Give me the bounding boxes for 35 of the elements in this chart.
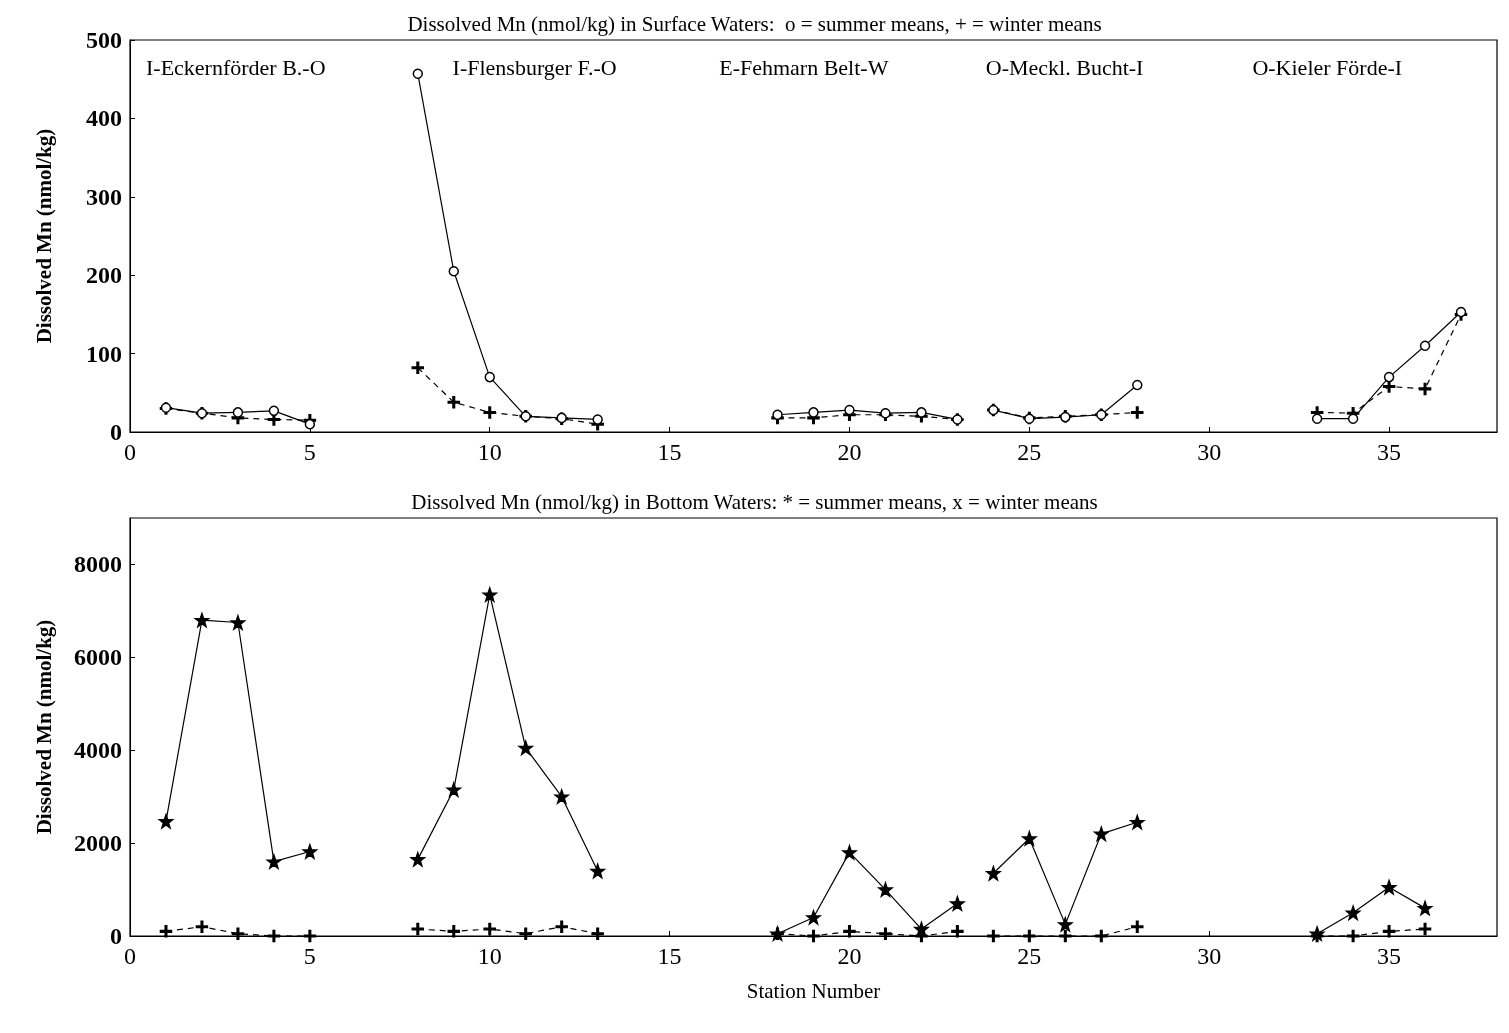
x-tick-label: 5 [303, 943, 316, 969]
x-tick-label: 35 [1377, 439, 1402, 465]
x-tick-label: 10 [477, 439, 502, 465]
annotation: I-Flensburger F.-O [452, 54, 617, 80]
y-tick-label: 6000 [74, 644, 122, 671]
x-tick-label: 20 [837, 439, 862, 465]
annotation: E-Fehmarn Belt-W [719, 54, 889, 80]
y-tick-label: 200 [86, 262, 122, 289]
y-tick-label: 0 [110, 419, 122, 445]
annotation: O-Kieler Förde-I [1252, 54, 1403, 80]
x-tick-label: 10 [477, 943, 502, 969]
chart-title: Dissolved Mn (nmol/kg) in Surface Waters: o = summer means, + = winter means [407, 11, 1102, 36]
x-tick-label: 20 [837, 943, 862, 969]
y-axis-title: Dissolved Mn (nmol/kg) [31, 128, 56, 344]
y-tick-label: 400 [86, 105, 122, 132]
annotation: O-Meckl. Bucht-I [985, 54, 1144, 80]
y-tick-label: 300 [86, 183, 122, 210]
x-tick-label: 15 [657, 439, 682, 465]
y-tick-label: 100 [86, 340, 122, 367]
y-tick-label: 500 [86, 27, 122, 53]
annotation: I-Eckernförder B.-O [146, 54, 326, 80]
x-tick-label: 25 [1017, 439, 1042, 465]
y-tick-label: 0 [110, 923, 122, 949]
chart-title: Dissolved Mn (nmol/kg) in Bottom Waters: * = summer means, x = winter means [411, 489, 1098, 514]
x-tick-label: 35 [1377, 943, 1402, 969]
x-tick-label: 5 [303, 439, 316, 465]
x-tick-label: 30 [1197, 439, 1222, 465]
x-tick-label: 30 [1197, 943, 1222, 969]
y-tick-label: 2000 [74, 830, 122, 857]
x-tick-label: 25 [1017, 943, 1042, 969]
x-axis-title: Station Number [746, 978, 881, 1003]
y-tick-label: 4000 [74, 737, 122, 764]
y-tick-label: 8000 [74, 551, 122, 578]
y-axis-title: Dissolved Mn (nmol/kg) [31, 619, 56, 835]
x-tick-label: 15 [657, 943, 682, 969]
